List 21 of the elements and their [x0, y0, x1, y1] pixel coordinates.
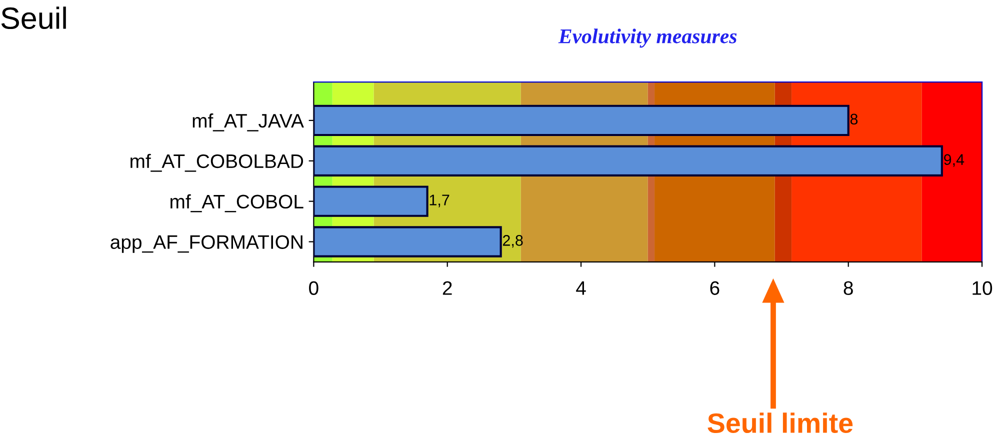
x-tick-label: 0	[309, 281, 318, 295]
bar	[314, 226, 502, 258]
x-tick-label: 8	[844, 281, 853, 295]
bar	[314, 104, 850, 136]
data-label: 8	[850, 114, 858, 125]
data-label: 9,4	[944, 154, 964, 167]
data-label: 2,8	[502, 235, 523, 248]
text: Seuil limite	[708, 412, 853, 434]
chart-title: Evolutivity measures	[558, 28, 737, 48]
bar	[314, 145, 943, 176]
y-tick-label: app_AF_FORMATION	[110, 235, 302, 253]
x-tick-label: 2	[442, 281, 452, 295]
y-tick-label: mf_AT_JAVA	[192, 113, 304, 132]
data-label: 1,7	[430, 194, 450, 208]
x-tick-label: 6	[710, 281, 720, 295]
x-tick-label: 10	[972, 281, 992, 295]
text: Seuil	[1, 6, 66, 30]
x-tick-label: 4	[576, 281, 586, 295]
y-tick-label: mf_AT_COBOLBAD	[130, 154, 304, 172]
bar	[314, 186, 428, 217]
y-tick-label: mf_AT_COBOL	[170, 194, 304, 212]
